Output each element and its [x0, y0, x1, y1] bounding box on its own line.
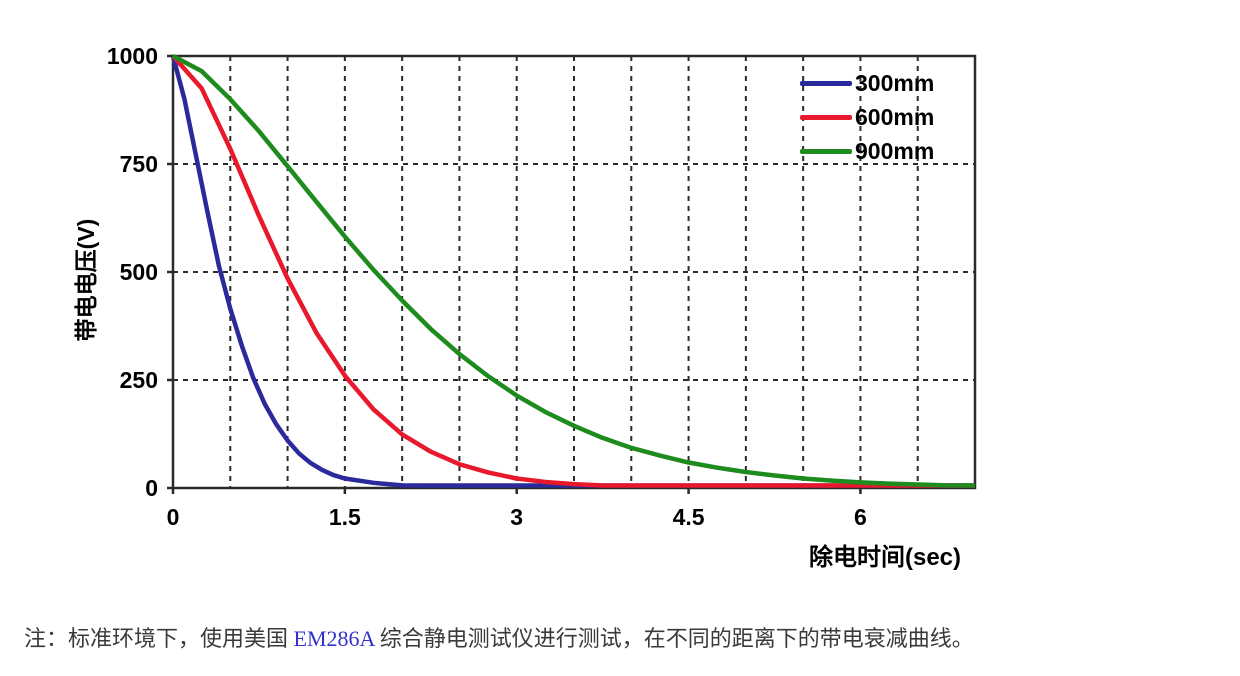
legend-item-300mm: 300mm	[800, 66, 934, 100]
x-tick-label: 1.5	[328, 504, 361, 530]
y-axis-title: 带电电压(V)	[73, 218, 99, 342]
x-tick-label: 0	[166, 504, 180, 530]
y-tick-label: 750	[119, 151, 158, 177]
y-tick-label: 1000	[106, 43, 158, 69]
decay-chart-canvas	[167, 54, 977, 494]
y-tick-label: 500	[119, 259, 158, 285]
instrument-model: EM286A	[293, 626, 375, 651]
legend-line-icon	[800, 80, 852, 86]
legend-line-icon	[800, 148, 852, 154]
y-tick-label: 250	[119, 367, 158, 393]
curve-600mm	[171, 54, 975, 488]
y-tick-label: 0	[145, 475, 158, 501]
footnote-text-prefix: 注：标准环境下，使用美国	[24, 626, 294, 651]
curve-900mm	[171, 54, 976, 488]
footnote: 注：标准环境下，使用美国 EM286A 综合静电测试仪进行测试，在不同的距离下的…	[24, 621, 1234, 653]
legend-item-900mm: 900mm	[800, 134, 934, 168]
x-axis-title: 除电时间(sec)	[808, 544, 962, 571]
legend-label: 600mm	[855, 103, 935, 130]
x-tick-label: 6	[854, 504, 867, 530]
legend-label: 300mm	[855, 69, 935, 96]
legend: 300mm 600mm 900mm	[800, 66, 934, 168]
footnote-text-suffix: 综合静电测试仪进行测试，在不同的距离下的带电衰减曲线。	[374, 626, 974, 651]
x-tick-label: 3	[510, 504, 524, 530]
legend-item-600mm: 600mm	[800, 100, 934, 134]
legend-line-icon	[800, 114, 852, 120]
x-tick-label: 4.5	[672, 504, 705, 530]
legend-label: 900mm	[855, 137, 935, 164]
